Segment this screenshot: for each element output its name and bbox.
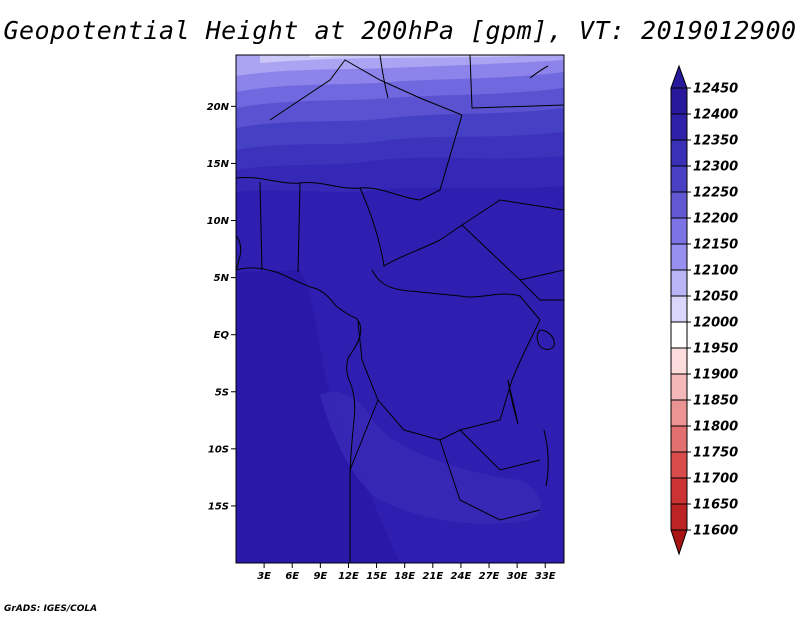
colorbar: 12450 12400 12350 12300 12250 12200 12150 12100… <box>670 64 738 556</box>
horn-coast <box>469 55 564 109</box>
lon-tick-label: 15E <box>366 571 387 582</box>
border-south <box>349 399 541 521</box>
lake-tanganyika <box>507 379 519 425</box>
lat-tick-label: 20N <box>207 102 230 113</box>
colorbar-swatch <box>670 477 688 505</box>
lat-tick-label: 5N <box>214 273 230 284</box>
colorbar-swatch <box>670 425 688 453</box>
colorbar-label: 11700 <box>693 472 738 487</box>
border-east <box>461 199 564 301</box>
colorbar-swatch <box>670 113 688 141</box>
lon-tick-label: 30E <box>507 571 528 582</box>
colorbar-label: 11850 <box>693 394 738 409</box>
lon-tick-label: 24E <box>451 571 472 582</box>
border-congo <box>357 269 541 441</box>
colorbar-label: 11800 <box>693 420 738 435</box>
colorbar-swatch <box>670 87 688 115</box>
lon-axis: 3E 6E 9E 12E 15E 18E 21E 24E 27E 30E 33E <box>257 563 556 582</box>
map-frame <box>235 54 565 564</box>
band-12450-west <box>236 270 400 563</box>
colorbar-label: 12300 <box>693 160 738 175</box>
band-local-patch <box>320 391 541 524</box>
band-12100 <box>236 55 564 76</box>
lat-tick-label: 10N <box>207 216 230 227</box>
colorbar-label: 11600 <box>693 524 738 539</box>
lon-tick-label: 6E <box>285 571 299 582</box>
border-sahel <box>236 114 463 201</box>
lat-tick-label: EQ <box>214 330 230 341</box>
map-title: Geopotential Height at 200hPa [gpm], VT:… <box>3 16 797 45</box>
lon-tick-label: 9E <box>313 571 327 582</box>
colorbar-label: 12450 <box>693 82 738 97</box>
atlantic-coast-north <box>236 235 242 271</box>
colorbar-swatch <box>670 399 688 427</box>
lon-tick-label: 12E <box>338 571 359 582</box>
colorbar-label: 11900 <box>693 368 738 383</box>
lake-victoria <box>536 329 555 350</box>
lat-tick-label: 10S <box>208 444 229 455</box>
geopotential-field <box>236 55 564 563</box>
colorbar-label: 11750 <box>693 446 738 461</box>
grads-credit: GrADS: IGES/COLA <box>4 604 98 614</box>
colorbar-swatch <box>670 217 688 245</box>
red-sea-coast <box>379 55 389 99</box>
colorbar-label: 12000 <box>693 316 738 331</box>
border-sahara <box>269 59 463 121</box>
colorbar-swatch <box>670 373 688 401</box>
border-central <box>259 181 564 281</box>
colorbar-swatch <box>670 243 688 271</box>
colorbar-label: 12250 <box>693 186 738 201</box>
colorbar-swatch <box>670 191 688 219</box>
lon-tick-label: 27E <box>479 571 500 582</box>
colorbar-label: 12050 <box>693 290 738 305</box>
colorbar-bottom-arrow <box>670 529 688 556</box>
colorbar-swatch <box>670 139 688 167</box>
colorbar-swatch <box>670 295 688 323</box>
colorbar-swatch <box>670 269 688 297</box>
lat-tick-label: 15S <box>208 501 229 512</box>
lon-tick-label: 3E <box>257 571 271 582</box>
colorbar-label: 11950 <box>693 342 738 357</box>
lon-tick-label: 33E <box>535 571 556 582</box>
colorbar-top-arrow <box>670 64 688 89</box>
lake-malawi <box>543 429 549 487</box>
colorbar-swatch <box>670 503 688 531</box>
arabian-coast <box>529 65 549 79</box>
colorbar-swatch <box>670 451 688 479</box>
colorbar-swatch <box>670 321 688 349</box>
colorbar-label: 12400 <box>693 108 738 123</box>
colorbar-label: 11650 <box>693 498 738 513</box>
lon-tick-label: 21E <box>422 571 443 582</box>
colorbar-swatch <box>670 165 688 193</box>
west-africa-coast <box>236 267 362 563</box>
lon-tick-label: 18E <box>394 571 415 582</box>
lat-axis: 20N 15N 10N 5N EQ 5S 10S 15S <box>207 102 236 512</box>
lat-tick-label: 15N <box>207 159 230 170</box>
colorbar-label: 12100 <box>693 264 738 279</box>
coastlines <box>236 55 564 563</box>
colorbar-label: 12200 <box>693 212 738 227</box>
colorbar-swatch <box>670 347 688 375</box>
colorbar-label: 12350 <box>693 134 738 149</box>
lat-tick-label: 5S <box>215 387 229 398</box>
colorbar-label: 12150 <box>693 238 738 253</box>
